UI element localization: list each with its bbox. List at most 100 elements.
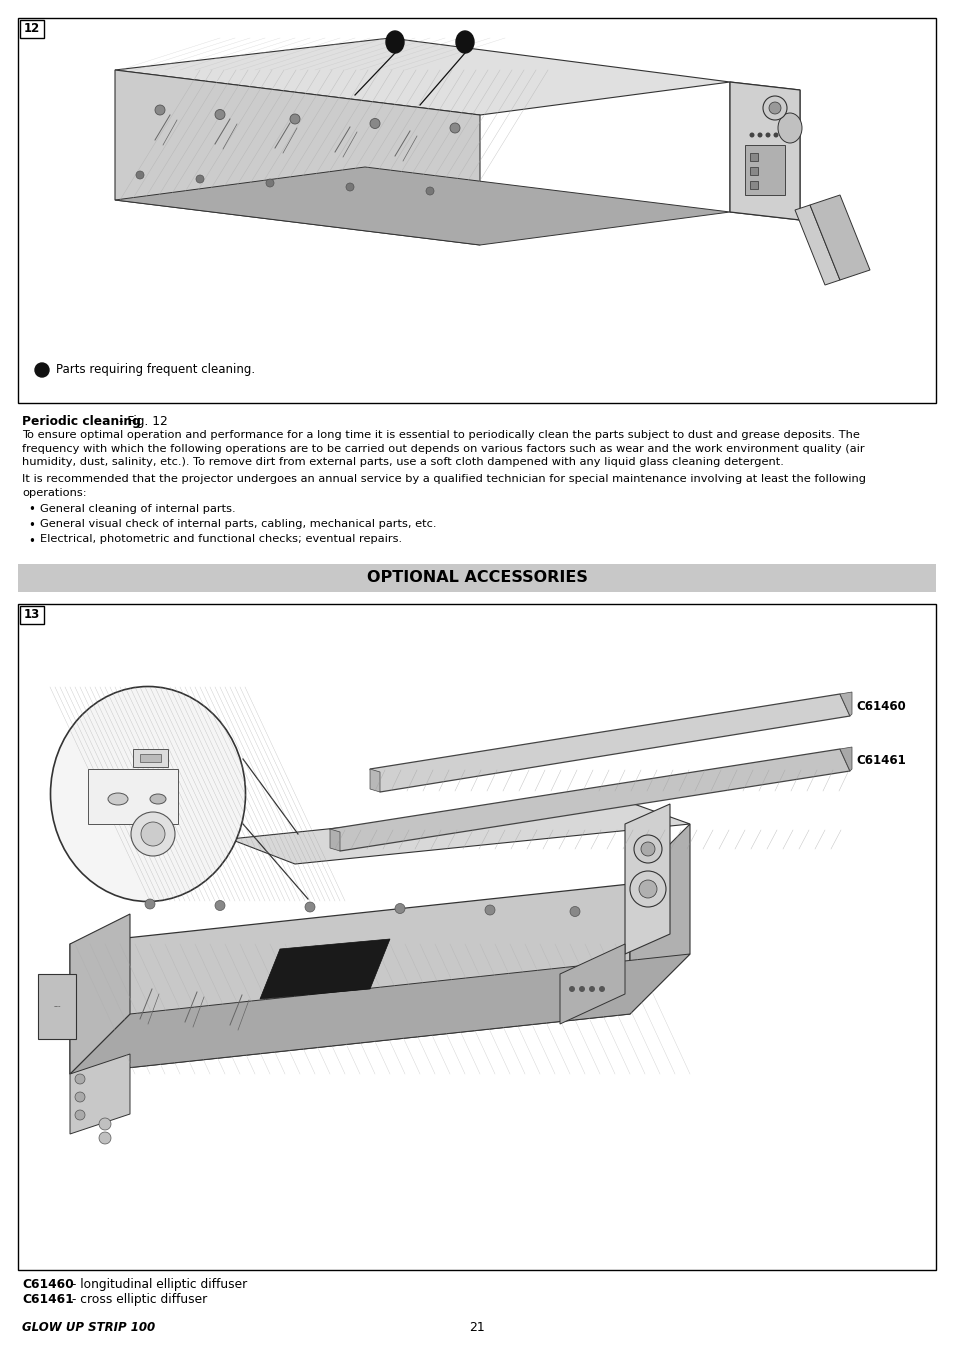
- Circle shape: [75, 1110, 85, 1120]
- Circle shape: [640, 842, 655, 856]
- Text: It is recommended that the projector undergoes an annual service by a qualified : It is recommended that the projector und…: [22, 474, 865, 485]
- Circle shape: [639, 880, 657, 898]
- Circle shape: [568, 986, 575, 992]
- Circle shape: [598, 986, 604, 992]
- Text: C61461: C61461: [855, 755, 904, 768]
- Ellipse shape: [778, 113, 801, 143]
- Text: Electrical, photometric and functional checks; eventual repairs.: Electrical, photometric and functional c…: [40, 535, 402, 544]
- Polygon shape: [330, 749, 849, 850]
- Polygon shape: [809, 194, 869, 279]
- Circle shape: [131, 811, 174, 856]
- Text: C61460: C61460: [855, 699, 904, 713]
- Text: - Fig. 12: - Fig. 12: [115, 414, 168, 428]
- Circle shape: [305, 902, 314, 913]
- Polygon shape: [729, 82, 800, 220]
- Bar: [38, 973, 76, 1040]
- Text: •: •: [28, 535, 35, 548]
- Circle shape: [35, 363, 49, 377]
- Circle shape: [75, 1075, 85, 1084]
- Circle shape: [290, 113, 299, 124]
- Bar: [744, 144, 784, 194]
- Circle shape: [768, 103, 781, 113]
- Bar: [18, 603, 935, 1270]
- Polygon shape: [729, 82, 800, 220]
- Circle shape: [195, 176, 204, 184]
- Circle shape: [569, 906, 579, 917]
- Circle shape: [426, 188, 434, 194]
- Polygon shape: [70, 914, 130, 1075]
- Text: •: •: [28, 518, 35, 532]
- Text: General visual check of internal parts, cabling, mechanical parts, etc.: General visual check of internal parts, …: [40, 518, 436, 529]
- Bar: [132, 749, 168, 767]
- Circle shape: [629, 871, 665, 907]
- Polygon shape: [840, 747, 851, 771]
- Polygon shape: [230, 799, 689, 864]
- Polygon shape: [624, 805, 669, 954]
- Circle shape: [145, 899, 154, 909]
- Circle shape: [99, 1133, 111, 1143]
- Polygon shape: [629, 824, 689, 1014]
- Text: 13: 13: [24, 609, 40, 621]
- Ellipse shape: [386, 31, 403, 53]
- Circle shape: [588, 986, 595, 992]
- Text: Periodic cleaning: Periodic cleaning: [22, 414, 141, 428]
- Polygon shape: [115, 167, 729, 244]
- Text: ---: ---: [53, 1003, 61, 1008]
- Text: C61460: C61460: [22, 1278, 73, 1291]
- Bar: [18, 564, 935, 593]
- Circle shape: [762, 96, 786, 120]
- Circle shape: [450, 123, 459, 134]
- Circle shape: [749, 132, 754, 138]
- Text: - cross elliptic diffuser: - cross elliptic diffuser: [68, 1293, 207, 1305]
- Ellipse shape: [108, 792, 128, 805]
- Text: 21: 21: [469, 1322, 484, 1334]
- Circle shape: [141, 822, 165, 846]
- Polygon shape: [115, 38, 729, 115]
- Circle shape: [484, 904, 495, 915]
- Text: General cleaning of internal parts.: General cleaning of internal parts.: [40, 504, 235, 513]
- Circle shape: [136, 171, 144, 180]
- Polygon shape: [370, 694, 849, 792]
- Bar: [749, 153, 758, 161]
- Text: operations:: operations:: [22, 487, 87, 498]
- Circle shape: [764, 132, 770, 138]
- Bar: [749, 167, 758, 176]
- Circle shape: [757, 132, 761, 138]
- Text: •: •: [28, 504, 35, 517]
- Ellipse shape: [456, 31, 474, 53]
- Ellipse shape: [150, 794, 166, 805]
- Polygon shape: [559, 944, 624, 1025]
- Circle shape: [634, 836, 661, 863]
- Circle shape: [773, 132, 778, 138]
- Circle shape: [214, 900, 225, 910]
- Text: humidity, dust, salinity, etc.). To remove dirt from external parts, use a soft : humidity, dust, salinity, etc.). To remo…: [22, 458, 783, 467]
- Circle shape: [370, 119, 379, 128]
- Text: - longitudinal elliptic diffuser: - longitudinal elliptic diffuser: [68, 1278, 247, 1291]
- Polygon shape: [260, 940, 390, 999]
- Bar: [18, 18, 935, 404]
- Bar: [749, 181, 758, 189]
- Circle shape: [214, 109, 225, 120]
- Polygon shape: [330, 829, 339, 850]
- Text: To ensure optimal operation and performance for a long time it is essential to p: To ensure optimal operation and performa…: [22, 431, 859, 440]
- Text: Parts requiring frequent cleaning.: Parts requiring frequent cleaning.: [56, 363, 254, 377]
- Circle shape: [75, 1092, 85, 1102]
- Text: OPTIONAL ACCESSORIES: OPTIONAL ACCESSORIES: [366, 571, 587, 586]
- Text: C61461: C61461: [22, 1293, 73, 1305]
- Ellipse shape: [51, 687, 245, 902]
- Bar: [88, 769, 178, 823]
- Polygon shape: [70, 954, 689, 1075]
- Circle shape: [154, 105, 165, 115]
- Circle shape: [99, 1118, 111, 1130]
- Circle shape: [395, 903, 405, 914]
- Polygon shape: [115, 70, 479, 244]
- Text: 12: 12: [24, 23, 40, 35]
- Circle shape: [266, 180, 274, 188]
- Polygon shape: [370, 769, 379, 792]
- Polygon shape: [70, 884, 629, 1075]
- Polygon shape: [70, 1054, 130, 1134]
- Polygon shape: [794, 205, 840, 285]
- Text: GLOW UP STRIP 100: GLOW UP STRIP 100: [22, 1322, 155, 1334]
- Bar: [20, 20, 44, 38]
- Polygon shape: [840, 693, 851, 716]
